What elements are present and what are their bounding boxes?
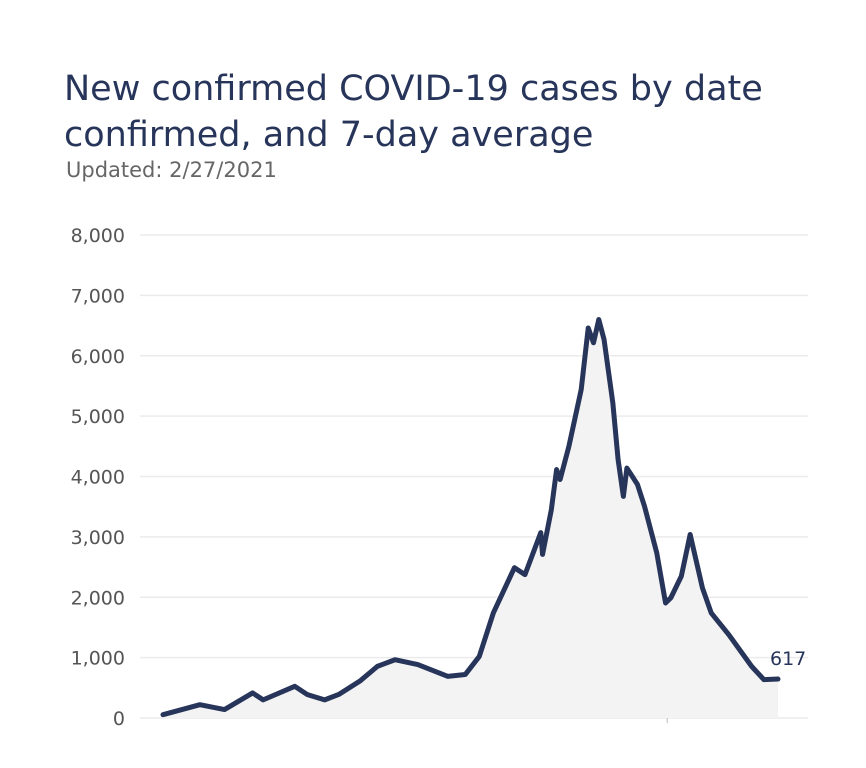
y-tick-label: 8,000 [71,225,125,247]
y-tick-label: 7,000 [71,285,125,307]
y-tick-label: 1,000 [71,648,125,670]
y-tick-label: 2,000 [71,587,125,609]
chart-subtitle: Updated: 2/27/2021 [66,158,277,182]
end-value-label: 617 [770,648,806,670]
y-tick-label: 4,000 [71,467,125,489]
chart-title: New confirmed COVID-19 cases by date con… [64,69,763,155]
y-tick-label: 6,000 [71,346,125,368]
plot-area [163,319,778,718]
y-axis: 0 1,000 2,000 3,000 4,000 5,000 6,000 7,000 8,00… [71,225,125,730]
y-tick-label: 3,000 [71,527,125,549]
daily-cases-area [163,319,778,718]
y-tick-label: 5,000 [71,406,125,428]
y-tick-label: 0 [113,708,125,730]
